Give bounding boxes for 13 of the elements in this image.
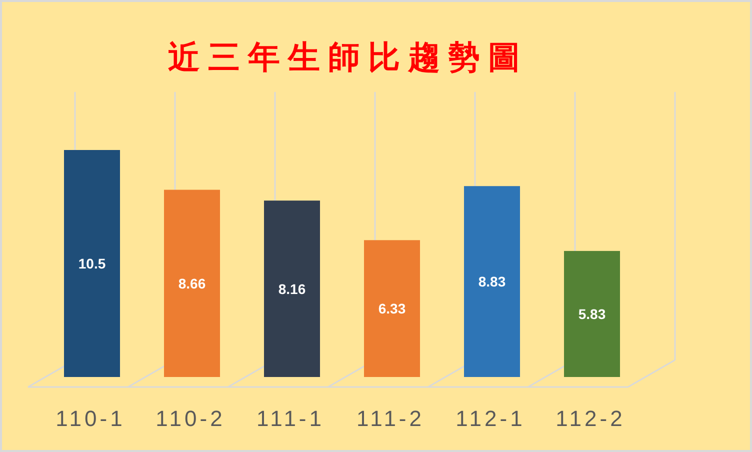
x-tick-label: 110-2 xyxy=(156,406,226,431)
x-tick-label: 111-2 xyxy=(356,406,425,431)
data-label: 5.83 xyxy=(578,306,606,322)
x-tick-label: 112-1 xyxy=(456,406,526,431)
data-label: 8.66 xyxy=(178,275,206,292)
data-label: 8.16 xyxy=(278,280,306,297)
data-label: 10.5 xyxy=(78,256,106,272)
data-label: 8.83 xyxy=(478,274,506,290)
x-tick-label: 111-1 xyxy=(256,406,325,431)
title: 近三年生師比趨勢圖 xyxy=(168,38,528,76)
x-tick-label: 112-2 xyxy=(556,406,626,431)
data-label: 6.33 xyxy=(378,300,406,317)
x-tick-label: 110-1 xyxy=(56,406,126,431)
